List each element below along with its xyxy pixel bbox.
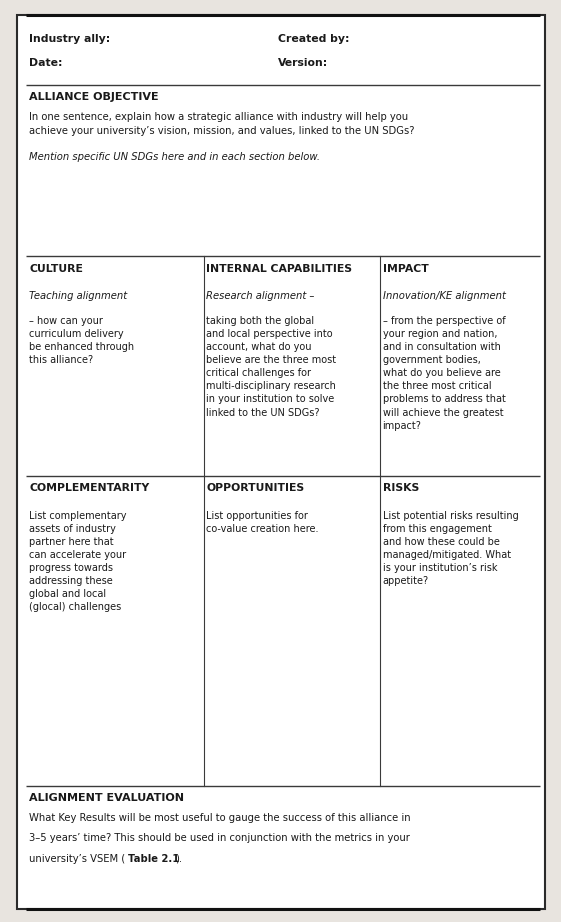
Text: Teaching alignment: Teaching alignment (29, 291, 127, 301)
Text: Industry ally:: Industry ally: (29, 34, 111, 44)
Text: taking both the global
and local perspective into
account, what do you
believe a: taking both the global and local perspec… (206, 316, 337, 418)
Text: ALLIANCE OBJECTIVE: ALLIANCE OBJECTIVE (29, 92, 159, 102)
Text: Version:: Version: (278, 58, 328, 68)
Text: Table 2.1: Table 2.1 (128, 854, 180, 864)
Text: ALIGNMENT EVALUATION: ALIGNMENT EVALUATION (29, 793, 184, 803)
Text: What Key Results will be most useful to gauge the success of this alliance in: What Key Results will be most useful to … (29, 813, 411, 823)
Text: COMPLEMENTARITY: COMPLEMENTARITY (29, 483, 149, 493)
Text: Created by:: Created by: (278, 34, 349, 44)
Text: Mention specific UN SDGs here and in each section below.: Mention specific UN SDGs here and in eac… (29, 152, 320, 162)
Text: Innovation/KE alignment: Innovation/KE alignment (383, 291, 505, 301)
Text: CULTURE: CULTURE (29, 264, 83, 274)
Text: 3–5 years’ time? This should be used in conjunction with the metrics in your: 3–5 years’ time? This should be used in … (29, 833, 410, 844)
Text: Date:: Date: (29, 58, 63, 68)
Text: – how can your
curriculum delivery
be enhanced through
this alliance?: – how can your curriculum delivery be en… (29, 316, 134, 365)
Text: List opportunities for
co-value creation here.: List opportunities for co-value creation… (206, 511, 319, 534)
Text: university’s VSEM (: university’s VSEM ( (29, 854, 125, 864)
Text: List potential risks resulting
from this engagement
and how these could be
manag: List potential risks resulting from this… (383, 511, 518, 586)
Text: List complementary
assets of industry
partner here that
can accelerate your
prog: List complementary assets of industry pa… (29, 511, 127, 612)
Text: Research alignment –: Research alignment – (206, 291, 315, 301)
Text: IMPACT: IMPACT (383, 264, 429, 274)
Text: In one sentence, explain how a strategic alliance with industry will help you
ac: In one sentence, explain how a strategic… (29, 112, 415, 136)
Text: OPPORTUNITIES: OPPORTUNITIES (206, 483, 305, 493)
Text: – from the perspective of
your region and nation,
and in consultation with
gover: – from the perspective of your region an… (383, 316, 505, 431)
Text: RISKS: RISKS (383, 483, 419, 493)
Text: ).: ). (175, 854, 182, 864)
Text: INTERNAL CAPABILITIES: INTERNAL CAPABILITIES (206, 264, 352, 274)
